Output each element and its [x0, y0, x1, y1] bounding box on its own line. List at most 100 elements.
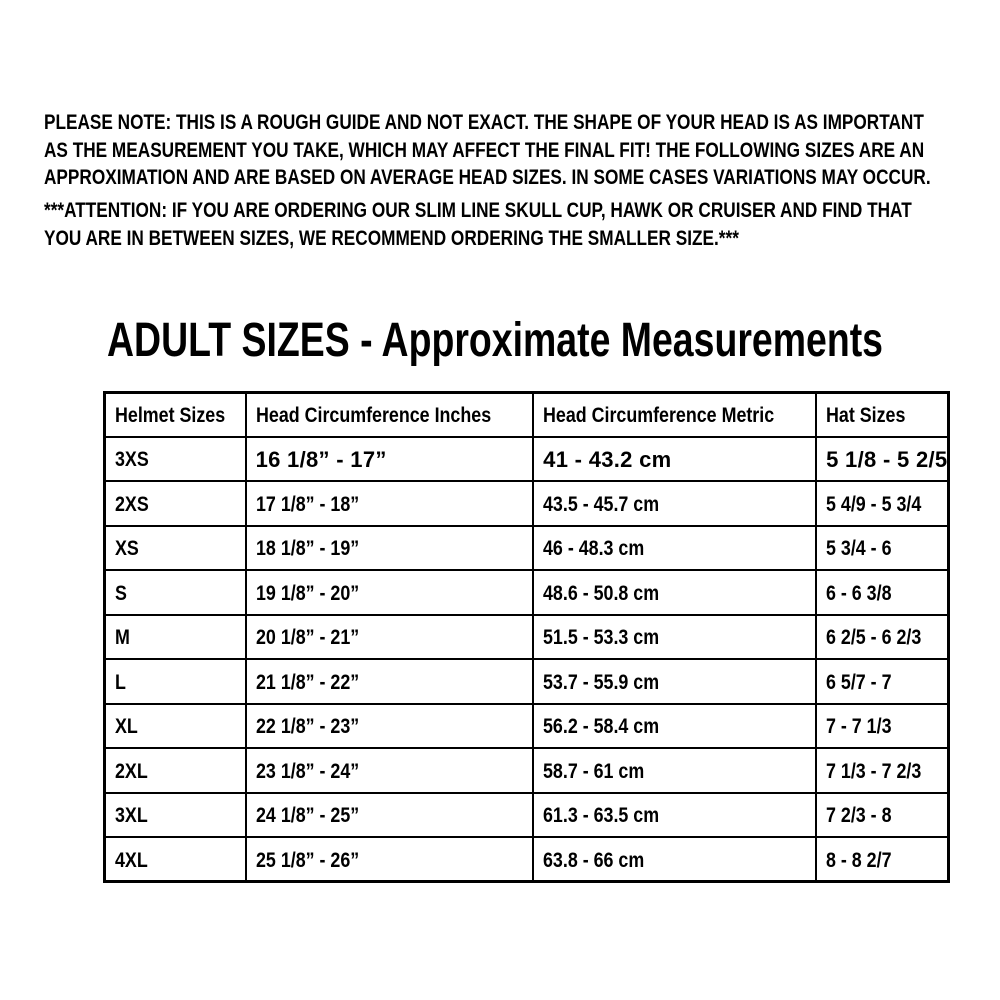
- metric-value: 56.2 - 58.4 cm: [543, 715, 660, 739]
- table-row-4xl: 4XL 25 1/8” - 26” 63.8 - 66 cm 8 - 8 2/7: [103, 836, 950, 883]
- column-header-circumference-metric: Head Circumference Metric: [532, 391, 818, 438]
- helmet-size-value: 3XS: [115, 448, 149, 472]
- hat-size-value: 7 - 7 1/3: [826, 715, 892, 739]
- column-header-circumference-inches: Head Circumference Inches: [244, 391, 535, 438]
- metric-value: 48.6 - 50.8 cm: [543, 581, 660, 605]
- inches-value: 18 1/8” - 19”: [255, 537, 359, 561]
- cell-hat-size: 6 2/5 - 6 2/3: [815, 613, 950, 660]
- table-row-xl: XL 22 1/8” - 23” 56.2 - 58.4 cm 7 - 7 1/…: [103, 702, 950, 749]
- cell-metric: 48.6 - 50.8 cm: [532, 569, 818, 616]
- hat-size-value: 7 2/3 - 8: [826, 804, 892, 828]
- cell-hat-size: 6 - 6 3/8: [815, 569, 950, 616]
- inches-value: 17 1/8” - 18”: [255, 492, 359, 516]
- cell-hat-size: 6 5/7 - 7: [815, 658, 950, 705]
- table-header-row: Helmet Sizes Head Circumference Inches H…: [103, 391, 950, 438]
- cell-inches: 22 1/8” - 23”: [244, 702, 535, 749]
- inches-value: 22 1/8” - 23”: [255, 715, 359, 739]
- page-title: ADULT SIZES - Approximate Measurements: [107, 314, 883, 367]
- inches-value: 19 1/8” - 20”: [255, 581, 359, 605]
- cell-metric: 58.7 - 61 cm: [532, 747, 818, 794]
- table-row-3xs: 3XS 16 1/8” - 17” 41 - 43.2 cm 5 1/8 - 5…: [103, 435, 950, 482]
- helmet-size-value: 2XS: [115, 492, 149, 516]
- table-row-s: S 19 1/8” - 20” 48.6 - 50.8 cm 6 - 6 3/8: [103, 569, 950, 616]
- please-note-paragraph: PLEASE NOTE: THIS IS A ROUGH GUIDE AND N…: [44, 111, 931, 190]
- cell-metric: 56.2 - 58.4 cm: [532, 702, 818, 749]
- column-header-label: Head Circumference Metric: [543, 404, 775, 428]
- cell-inches: 16 1/8” - 17”: [244, 435, 535, 482]
- column-header-label: Hat Sizes: [826, 404, 906, 428]
- cell-hat-size: 5 4/9 - 5 3/4: [815, 480, 950, 527]
- cell-inches: 25 1/8” - 26”: [244, 836, 535, 883]
- column-header-label: Helmet Sizes: [115, 404, 226, 428]
- cell-helmet-size: 2XS: [103, 480, 247, 527]
- cell-inches: 21 1/8” - 22”: [244, 658, 535, 705]
- cell-metric: 41 - 43.2 cm: [532, 435, 818, 482]
- cell-helmet-size: 3XS: [103, 435, 247, 482]
- metric-value: 46 - 48.3 cm: [543, 537, 645, 561]
- inches-value: 25 1/8” - 26”: [255, 848, 359, 872]
- cell-metric: 61.3 - 63.5 cm: [532, 791, 818, 838]
- metric-value: 51.5 - 53.3 cm: [543, 626, 660, 650]
- cell-helmet-size: XL: [103, 702, 247, 749]
- inches-value: 24 1/8” - 25”: [255, 804, 359, 828]
- cell-helmet-size: 2XL: [103, 747, 247, 794]
- cell-hat-size: 5 3/4 - 6: [815, 524, 950, 571]
- cell-helmet-size: L: [103, 658, 247, 705]
- helmet-size-value: XL: [115, 715, 138, 739]
- cell-metric: 51.5 - 53.3 cm: [532, 613, 818, 660]
- metric-value: 41 - 43.2 cm: [543, 447, 672, 473]
- helmet-size-value: S: [115, 581, 127, 605]
- inches-value: 23 1/8” - 24”: [255, 759, 359, 783]
- cell-inches: 20 1/8” - 21”: [244, 613, 535, 660]
- table-row-l: L 21 1/8” - 22” 53.7 - 55.9 cm 6 5/7 - 7: [103, 658, 950, 705]
- table-row-2xl: 2XL 23 1/8” - 24” 58.7 - 61 cm 7 1/3 - 7…: [103, 747, 950, 794]
- cell-metric: 46 - 48.3 cm: [532, 524, 818, 571]
- adult-sizes-table: Helmet Sizes Head Circumference Inches H…: [103, 391, 951, 883]
- helmet-size-value: 3XL: [115, 804, 148, 828]
- helmet-size-value: 2XL: [115, 759, 148, 783]
- column-header-helmet-sizes: Helmet Sizes: [103, 391, 247, 438]
- hat-size-value: 6 - 6 3/8: [826, 581, 892, 605]
- metric-value: 43.5 - 45.7 cm: [543, 492, 660, 516]
- cell-hat-size: 7 2/3 - 8: [815, 791, 950, 838]
- hat-size-value: 7 1/3 - 7 2/3: [826, 759, 922, 783]
- helmet-size-value: M: [115, 626, 130, 650]
- metric-value: 58.7 - 61 cm: [543, 759, 645, 783]
- cell-helmet-size: M: [103, 613, 247, 660]
- metric-value: 53.7 - 55.9 cm: [543, 670, 660, 694]
- cell-inches: 17 1/8” - 18”: [244, 480, 535, 527]
- hat-size-value: 5 3/4 - 6: [826, 537, 892, 561]
- helmet-size-value: 4XL: [115, 848, 148, 872]
- metric-value: 63.8 - 66 cm: [543, 848, 645, 872]
- cell-inches: 18 1/8” - 19”: [244, 524, 535, 571]
- column-header-hat-sizes: Hat Sizes: [815, 391, 950, 438]
- cell-inches: 24 1/8” - 25”: [244, 791, 535, 838]
- cell-hat-size: 8 - 8 2/7: [815, 836, 950, 883]
- cell-helmet-size: 3XL: [103, 791, 247, 838]
- attention-paragraph: ***ATTENTION: IF YOU ARE ORDERING OUR SL…: [44, 199, 912, 250]
- cell-metric: 43.5 - 45.7 cm: [532, 480, 818, 527]
- hat-size-value: 6 5/7 - 7: [826, 670, 892, 694]
- helmet-size-value: L: [115, 670, 126, 694]
- cell-hat-size: 7 1/3 - 7 2/3: [815, 747, 950, 794]
- cell-helmet-size: 4XL: [103, 836, 247, 883]
- hat-size-value: 8 - 8 2/7: [826, 848, 892, 872]
- cell-metric: 63.8 - 66 cm: [532, 836, 818, 883]
- table-row-3xl: 3XL 24 1/8” - 25” 61.3 - 63.5 cm 7 2/3 -…: [103, 791, 950, 838]
- metric-value: 61.3 - 63.5 cm: [543, 804, 660, 828]
- inches-value: 20 1/8” - 21”: [255, 626, 359, 650]
- inches-value: 16 1/8” - 17”: [255, 447, 387, 473]
- hat-size-value: 5 4/9 - 5 3/4: [826, 492, 922, 516]
- cell-inches: 23 1/8” - 24”: [244, 747, 535, 794]
- cell-metric: 53.7 - 55.9 cm: [532, 658, 818, 705]
- cell-inches: 19 1/8” - 20”: [244, 569, 535, 616]
- cell-helmet-size: S: [103, 569, 247, 616]
- hat-size-value: 5 1/8 - 5 2/5: [826, 447, 948, 473]
- hat-size-value: 6 2/5 - 6 2/3: [826, 626, 922, 650]
- helmet-size-value: XS: [115, 537, 139, 561]
- column-header-label: Head Circumference Inches: [255, 404, 491, 428]
- table-row-m: M 20 1/8” - 21” 51.5 - 53.3 cm 6 2/5 - 6…: [103, 613, 950, 660]
- cell-hat-size: 7 - 7 1/3: [815, 702, 950, 749]
- inches-value: 21 1/8” - 22”: [255, 670, 359, 694]
